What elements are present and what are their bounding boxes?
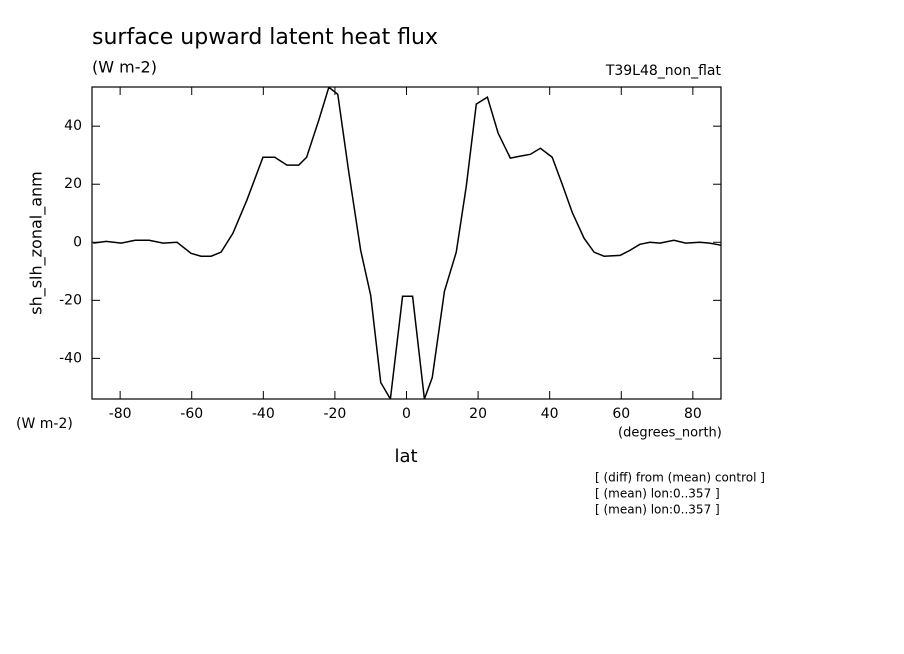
x-tick-label: -40 xyxy=(252,406,275,422)
y-tick-label: 20 xyxy=(64,176,82,192)
annotation: [ (diff) from (mean) control ] xyxy=(595,471,765,485)
x-tick-label: 40 xyxy=(541,406,559,422)
data-line xyxy=(93,87,721,399)
y-units: (W m-2) xyxy=(16,416,73,432)
y-tick-label: -20 xyxy=(59,292,82,308)
y-axis-label: sh_slh_zonal_anm xyxy=(27,171,47,315)
y-tick-label: 0 xyxy=(73,234,82,250)
y-tick-label: 40 xyxy=(64,118,82,134)
x-tick-label: 20 xyxy=(469,406,487,422)
annotation: [ (mean) lon:0..357 ] xyxy=(595,487,720,501)
y-tick-label: -40 xyxy=(59,350,82,366)
annotation: [ (mean) lon:0..357 ] xyxy=(595,503,720,517)
x-tick-label: 80 xyxy=(684,406,702,422)
x-tick-label: -20 xyxy=(323,406,346,422)
chart-title: surface upward latent heat flux xyxy=(92,25,438,50)
x-axis-label: lat xyxy=(394,446,417,467)
x-tick-label: 0 xyxy=(402,406,411,422)
plot-frame xyxy=(91,86,722,400)
x-tick-label: -80 xyxy=(109,406,132,422)
x-tick-label: 60 xyxy=(612,406,630,422)
x-units: (degrees_north) xyxy=(618,426,722,441)
x-tick-label: -60 xyxy=(180,406,203,422)
chart-subtitle: (W m-2) xyxy=(92,58,157,77)
run-label: T39L48_non_flat xyxy=(605,63,722,79)
